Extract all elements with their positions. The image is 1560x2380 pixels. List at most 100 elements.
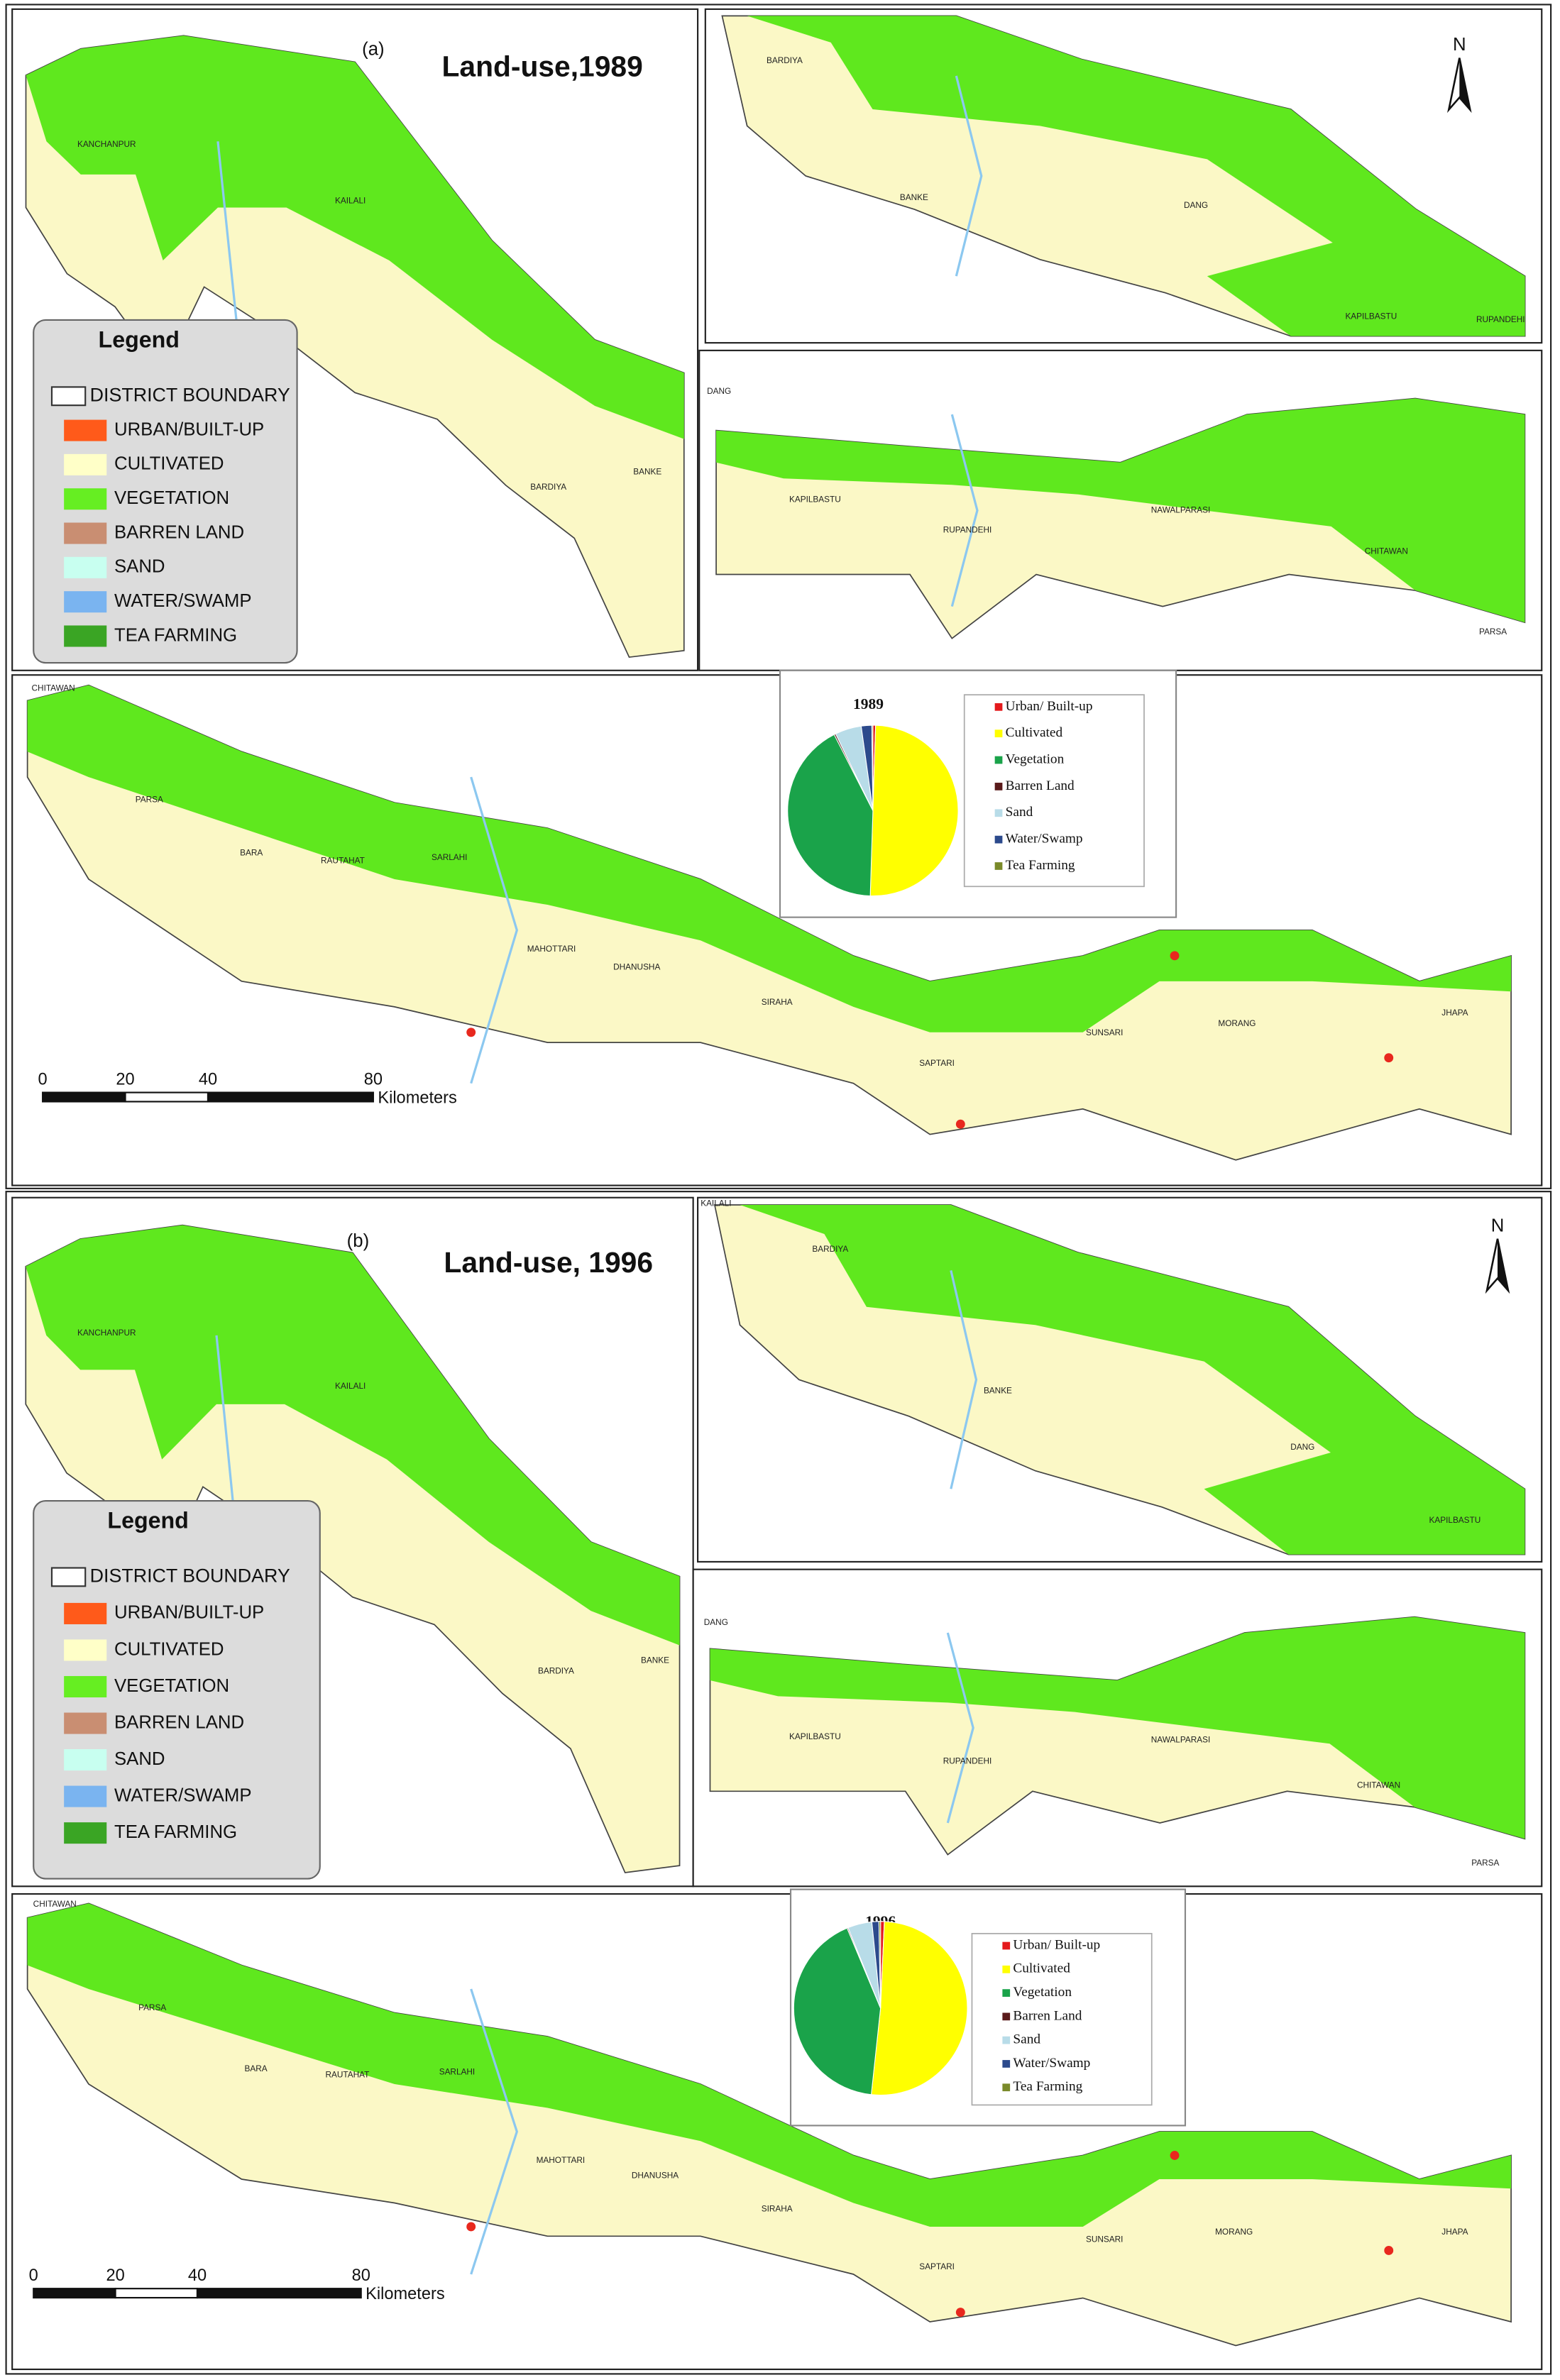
district-label: CHITAWAN [1357, 1780, 1400, 1790]
legend-label: VEGETATION [114, 1676, 229, 1696]
district-label: KAPILBASTU [789, 1731, 841, 1741]
district-label: BANKE [984, 1386, 1012, 1396]
river [946, 1632, 974, 1824]
district-label: KAILALI [701, 1198, 731, 1208]
pie-legend-box [971, 1932, 1153, 2106]
legend-swatch [64, 1712, 107, 1734]
district-label: DANG [1290, 1442, 1314, 1452]
legend-label: VEGETATION [114, 488, 229, 508]
pie-legend-swatch [994, 756, 1003, 764]
district-label: BARDIYA [812, 1244, 848, 1254]
pie-legend-label: Water/Swamp [1013, 2056, 1090, 2071]
district-label: BARDIYA [538, 1666, 574, 1676]
legend-label: SAND [114, 1749, 165, 1769]
scale-tick-label: 0 [29, 2266, 38, 2285]
pie-legend-swatch [1002, 2060, 1011, 2068]
pie-legend-label: Tea Farming [1006, 858, 1075, 873]
pie-legend-label: Water/Swamp [1006, 832, 1083, 847]
legend-swatch [50, 386, 87, 407]
district-label: CHITAWAN [1365, 546, 1408, 556]
district-label: MORANG [1218, 1018, 1256, 1028]
panel-border [5, 1191, 1552, 2375]
pie-legend-swatch [1002, 1965, 1011, 1973]
scale-tick-label: 80 [364, 1071, 383, 1089]
panel-title: Land-use, 1996 [444, 1246, 653, 1279]
vegetation-area [716, 398, 1525, 623]
pie-legend-swatch [1002, 2083, 1011, 2092]
scale-segment [196, 2288, 362, 2299]
urban-spot [955, 1119, 965, 1129]
district-label: KAPILBASTU [1429, 1515, 1481, 1525]
pie-legend-label: Barren Land [1006, 778, 1075, 793]
district-label: PARSA [1471, 1858, 1499, 1868]
scale-segment [207, 1091, 374, 1103]
legend-box [33, 1499, 321, 1880]
legend-swatch [64, 419, 107, 441]
legend-swatch [64, 453, 107, 475]
north-label: N [1491, 1216, 1505, 1235]
district-label: BANKE [641, 1655, 669, 1665]
legend-swatch [64, 1639, 107, 1661]
river [950, 414, 979, 607]
legend-label: DISTRICT BOUNDARY [90, 1565, 290, 1586]
district-label: SUNSARI [1086, 1028, 1123, 1037]
pie-slice [878, 1921, 881, 2009]
legend-swatch [64, 1785, 107, 1807]
pie-slice [871, 1921, 968, 2095]
pie-legend-label: Cultivated [1013, 1961, 1070, 1976]
pie-legend-swatch [994, 703, 1003, 711]
scale-unit: Kilometers [378, 1089, 457, 1107]
scale-tick-label: 20 [106, 2266, 124, 2285]
urban-spot [955, 2308, 965, 2318]
district-label: RUPANDEHI [943, 524, 992, 534]
vegetation-area [747, 16, 1525, 336]
pie-legend-box [963, 694, 1145, 888]
urban-spot [1384, 1053, 1394, 1063]
scale-tick-label: 40 [199, 1071, 217, 1089]
pie-slice [871, 725, 874, 811]
pie-legend-label: Sand [1006, 805, 1033, 820]
district-label: KAILALI [335, 1381, 366, 1391]
legend-title: Legend [107, 1508, 188, 1533]
vegetation-area [26, 35, 684, 439]
legend-label: DISTRICT BOUNDARY [90, 384, 290, 405]
vegetation-area [710, 1616, 1525, 1839]
district-label: RUPANDEHI [943, 1756, 992, 1765]
panel-title: Land-use,1989 [442, 50, 643, 82]
district-label: SARLAHI [439, 2066, 475, 2076]
river [470, 776, 518, 1084]
pie-legend-label: Urban/ Built-up [1006, 699, 1093, 714]
district-label: BARA [245, 2064, 268, 2073]
scale-segment [42, 1091, 126, 1103]
pie-legend-swatch [1002, 1941, 1011, 1950]
pie-slice [787, 734, 874, 897]
district-label: CHITAWAN [33, 1899, 77, 1909]
legend-swatch [64, 1822, 107, 1844]
district-label: DHANUSHA [632, 2170, 679, 2180]
legend-label: BARREN LAND [114, 522, 244, 542]
legend-swatch [64, 1749, 107, 1771]
river [470, 1988, 518, 2275]
pie-legend-label: Sand [1013, 2032, 1040, 2047]
scale-tick-label: 80 [352, 2266, 370, 2285]
pie-title: 1989 [853, 695, 884, 712]
panel-label: (a) [362, 40, 384, 60]
district-label: KANCHANPUR [77, 1328, 136, 1338]
river [950, 1270, 978, 1489]
district-label: RAUTAHAT [321, 855, 365, 865]
district-label: DANG [1184, 200, 1208, 210]
district-label: BANKE [633, 467, 661, 477]
district-label: BARDIYA [530, 482, 566, 492]
pie-legend-label: Vegetation [1013, 1985, 1072, 2000]
district-label: SUNSARI [1086, 2235, 1123, 2244]
district-label: MAHOTTARI [527, 944, 576, 954]
district-label: BARA [240, 848, 263, 858]
district-label: JHAPA [1441, 1008, 1468, 1018]
vegetation-area [27, 1903, 1512, 2227]
urban-spot [466, 1028, 476, 1037]
district-label: DHANUSHA [613, 962, 660, 972]
pie-legend-label: Tea Farming [1013, 2079, 1082, 2094]
district-label: MORANG [1215, 2227, 1253, 2237]
legend-swatch [64, 591, 107, 613]
